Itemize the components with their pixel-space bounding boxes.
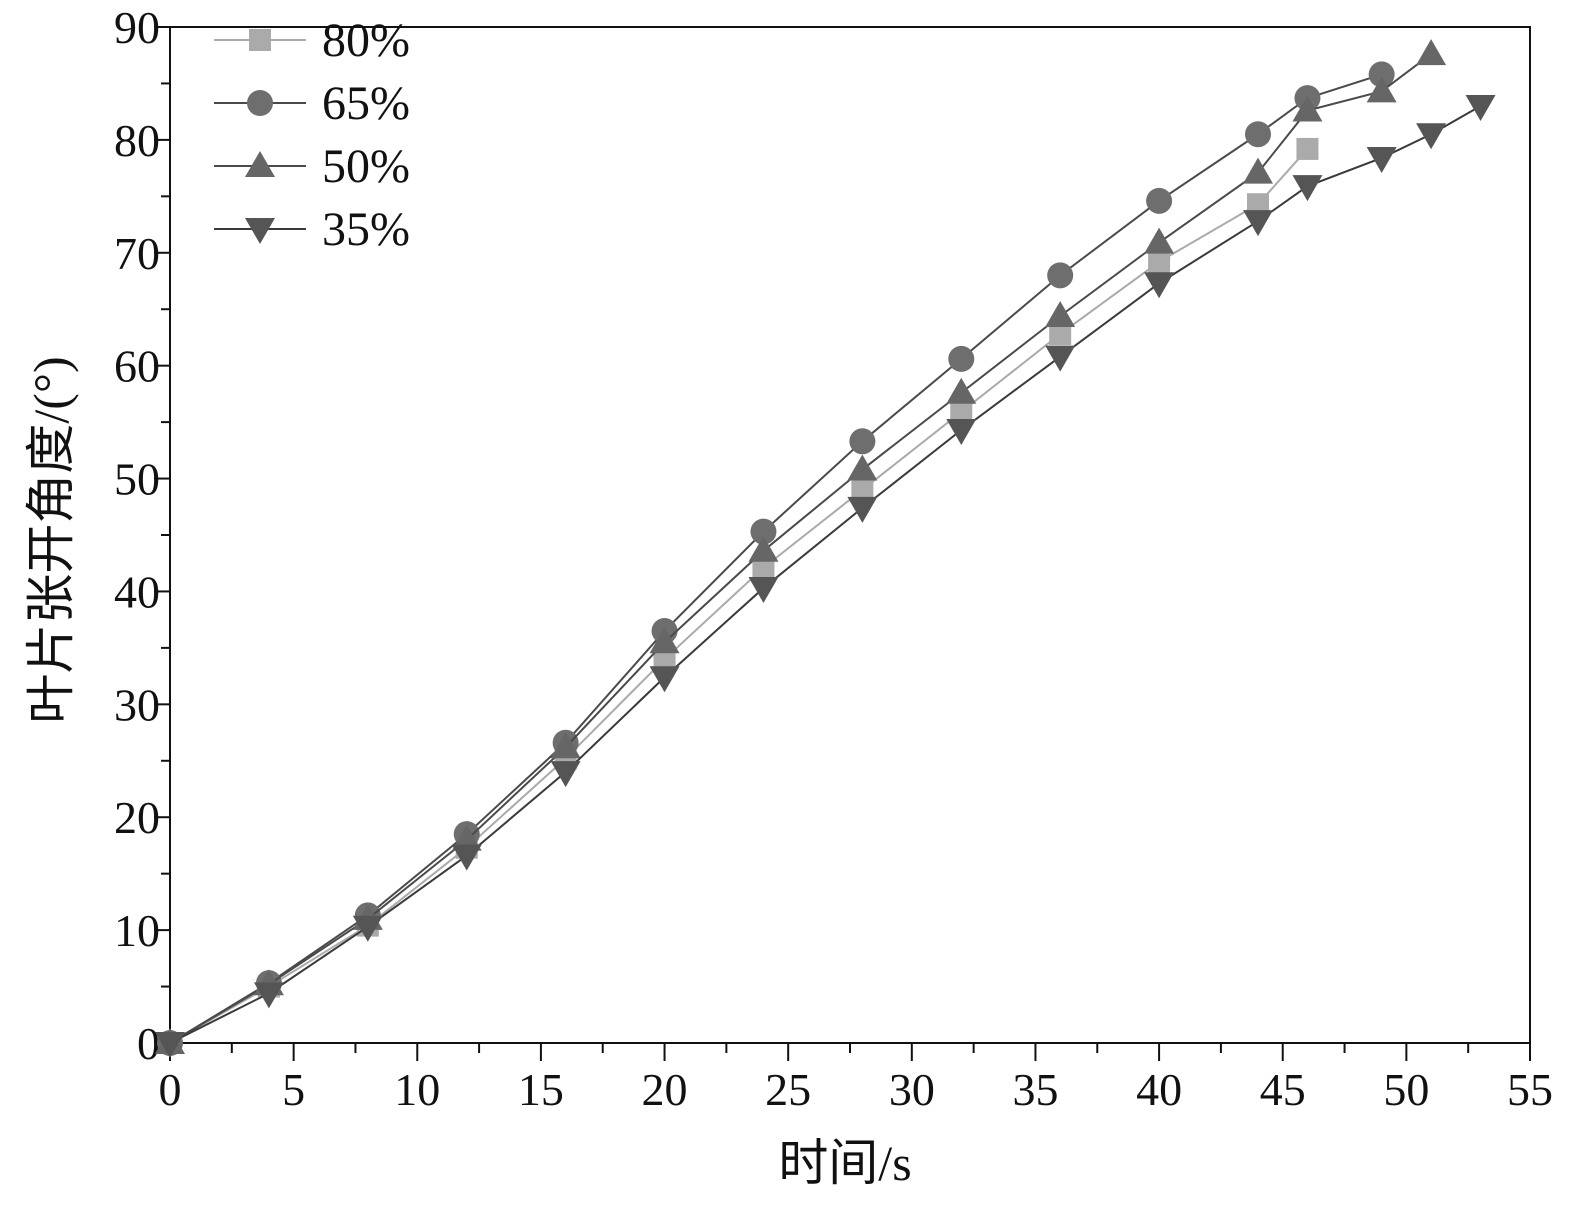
- y-tick-label: 90: [114, 2, 160, 53]
- data-point: [451, 844, 482, 871]
- data-point: [1045, 300, 1076, 327]
- data-point: [752, 556, 775, 579]
- legend: 80% 65% 50% 35%: [214, 14, 410, 256]
- legend-marker: [245, 218, 275, 244]
- x-tick-label: 0: [159, 1064, 182, 1115]
- y-tick-label: 20: [114, 792, 160, 843]
- data-point: [1245, 121, 1271, 148]
- series-layer: [155, 39, 1496, 1058]
- x-tick-label: 45: [1260, 1064, 1306, 1115]
- x-tick-label: 30: [889, 1064, 935, 1115]
- data-point: [851, 478, 874, 501]
- data-point: [847, 454, 878, 481]
- data-point: [1292, 95, 1323, 122]
- series-line: [169, 73, 1382, 1044]
- data-point: [550, 732, 581, 759]
- x-tick-label: 5: [282, 1064, 305, 1115]
- legend-marker: [247, 90, 273, 116]
- x-tick-label: 25: [765, 1064, 811, 1115]
- data-point: [1146, 187, 1173, 214]
- legend-marker: [245, 151, 275, 177]
- y-tick-label: 40: [114, 566, 160, 617]
- y-tick-label: 10: [114, 905, 160, 956]
- x-tick-label: 10: [394, 1064, 440, 1115]
- data-point: [1296, 137, 1319, 160]
- y-tick-label: 60: [114, 341, 160, 392]
- data-point: [946, 377, 977, 404]
- data-point: [451, 824, 482, 851]
- data-point: [748, 535, 779, 562]
- axes: 0 5 10 15 20 25 30 35 40 45 50 55 0 10 20 30 40 50 60 70 80 9…: [114, 2, 1553, 1115]
- data-point: [950, 400, 973, 423]
- data-point: [750, 518, 777, 545]
- data-point: [649, 627, 680, 654]
- legend-label: 35%: [322, 203, 410, 256]
- data-point: [1292, 175, 1323, 202]
- y-tick-label: 30: [114, 679, 160, 730]
- series-80pct: [159, 137, 1319, 1054]
- data-point: [847, 496, 878, 523]
- data-point: [653, 648, 676, 671]
- data-point: [1366, 146, 1397, 173]
- data-point: [352, 915, 383, 942]
- x-tick-label: 20: [642, 1064, 688, 1115]
- data-point: [1144, 227, 1175, 254]
- data-point: [1465, 95, 1496, 122]
- series-35pct: [155, 95, 1496, 1058]
- legend-label: 50%: [322, 140, 410, 193]
- data-point: [649, 666, 680, 693]
- y-tick-label: 70: [114, 228, 160, 279]
- y-tick-label: 80: [114, 115, 160, 166]
- data-point: [1148, 250, 1171, 273]
- x-tick-label: 40: [1136, 1064, 1182, 1115]
- y-axis-label: 叶片张开角度/(°): [23, 356, 79, 723]
- data-point: [1366, 76, 1397, 103]
- y-tick-label: 50: [114, 454, 160, 505]
- series-line: [169, 105, 1482, 1044]
- y-tick-label: 0: [137, 1018, 160, 1069]
- legend-marker: [249, 29, 271, 51]
- data-point: [1247, 193, 1269, 216]
- legend-label: 80%: [322, 14, 410, 67]
- data-point: [253, 982, 284, 1009]
- data-point: [1049, 323, 1072, 346]
- x-tick-label: 35: [1012, 1064, 1058, 1115]
- series-50pct: [155, 39, 1447, 1054]
- data-point: [948, 345, 975, 372]
- x-tick-label: 15: [518, 1064, 564, 1115]
- data-point: [1416, 39, 1447, 66]
- data-point: [550, 761, 581, 788]
- data-point: [1047, 262, 1074, 289]
- legend-label: 65%: [322, 77, 410, 130]
- data-point: [155, 1032, 185, 1058]
- x-tick-label: 50: [1383, 1064, 1429, 1115]
- data-point: [1243, 210, 1273, 237]
- x-tick-label: 55: [1507, 1064, 1553, 1115]
- data-point: [1045, 345, 1076, 372]
- series-line: [169, 148, 1309, 1044]
- data-point: [849, 428, 876, 455]
- data-point: [748, 577, 779, 604]
- data-point: [1416, 123, 1447, 150]
- data-point: [1368, 61, 1395, 88]
- data-point: [946, 419, 977, 446]
- data-point: [1243, 157, 1273, 184]
- x-axis-label: 时间/s: [778, 1135, 911, 1191]
- data-point: [1144, 272, 1175, 299]
